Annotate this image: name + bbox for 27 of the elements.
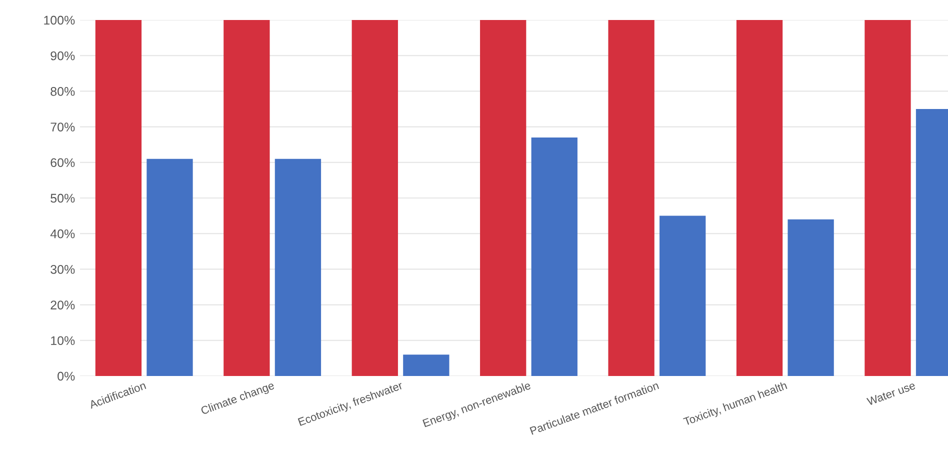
bar bbox=[788, 219, 834, 376]
y-tick-label: 20% bbox=[50, 300, 75, 310]
x-tick-label: Toxicity, human health bbox=[682, 381, 788, 428]
x-tick-label: Water use bbox=[866, 381, 916, 406]
y-tick-label: 50% bbox=[50, 194, 75, 203]
bar bbox=[146, 158, 193, 376]
bar bbox=[864, 20, 911, 376]
y-tick-label: 80% bbox=[50, 87, 75, 96]
y-tick-label: 60% bbox=[50, 158, 75, 168]
bar bbox=[608, 20, 654, 376]
y-tick-label: 90% bbox=[50, 51, 75, 60]
bar bbox=[660, 216, 706, 376]
y-tick-label: 40% bbox=[50, 229, 75, 238]
y-tick-label: 10% bbox=[51, 336, 75, 346]
x-tick-label: Climate change bbox=[200, 381, 276, 417]
y-tick-label: 100% bbox=[44, 16, 75, 25]
y-tick-label: 70% bbox=[50, 122, 75, 132]
bar bbox=[274, 158, 322, 376]
bar bbox=[95, 20, 142, 376]
bar bbox=[352, 20, 398, 376]
bar bbox=[736, 20, 783, 376]
y-tick-label: 30% bbox=[50, 265, 75, 274]
bar bbox=[531, 137, 578, 376]
bar bbox=[224, 20, 270, 376]
bar bbox=[403, 354, 450, 376]
y-tick-label: 0% bbox=[58, 372, 75, 381]
bar bbox=[480, 20, 526, 376]
